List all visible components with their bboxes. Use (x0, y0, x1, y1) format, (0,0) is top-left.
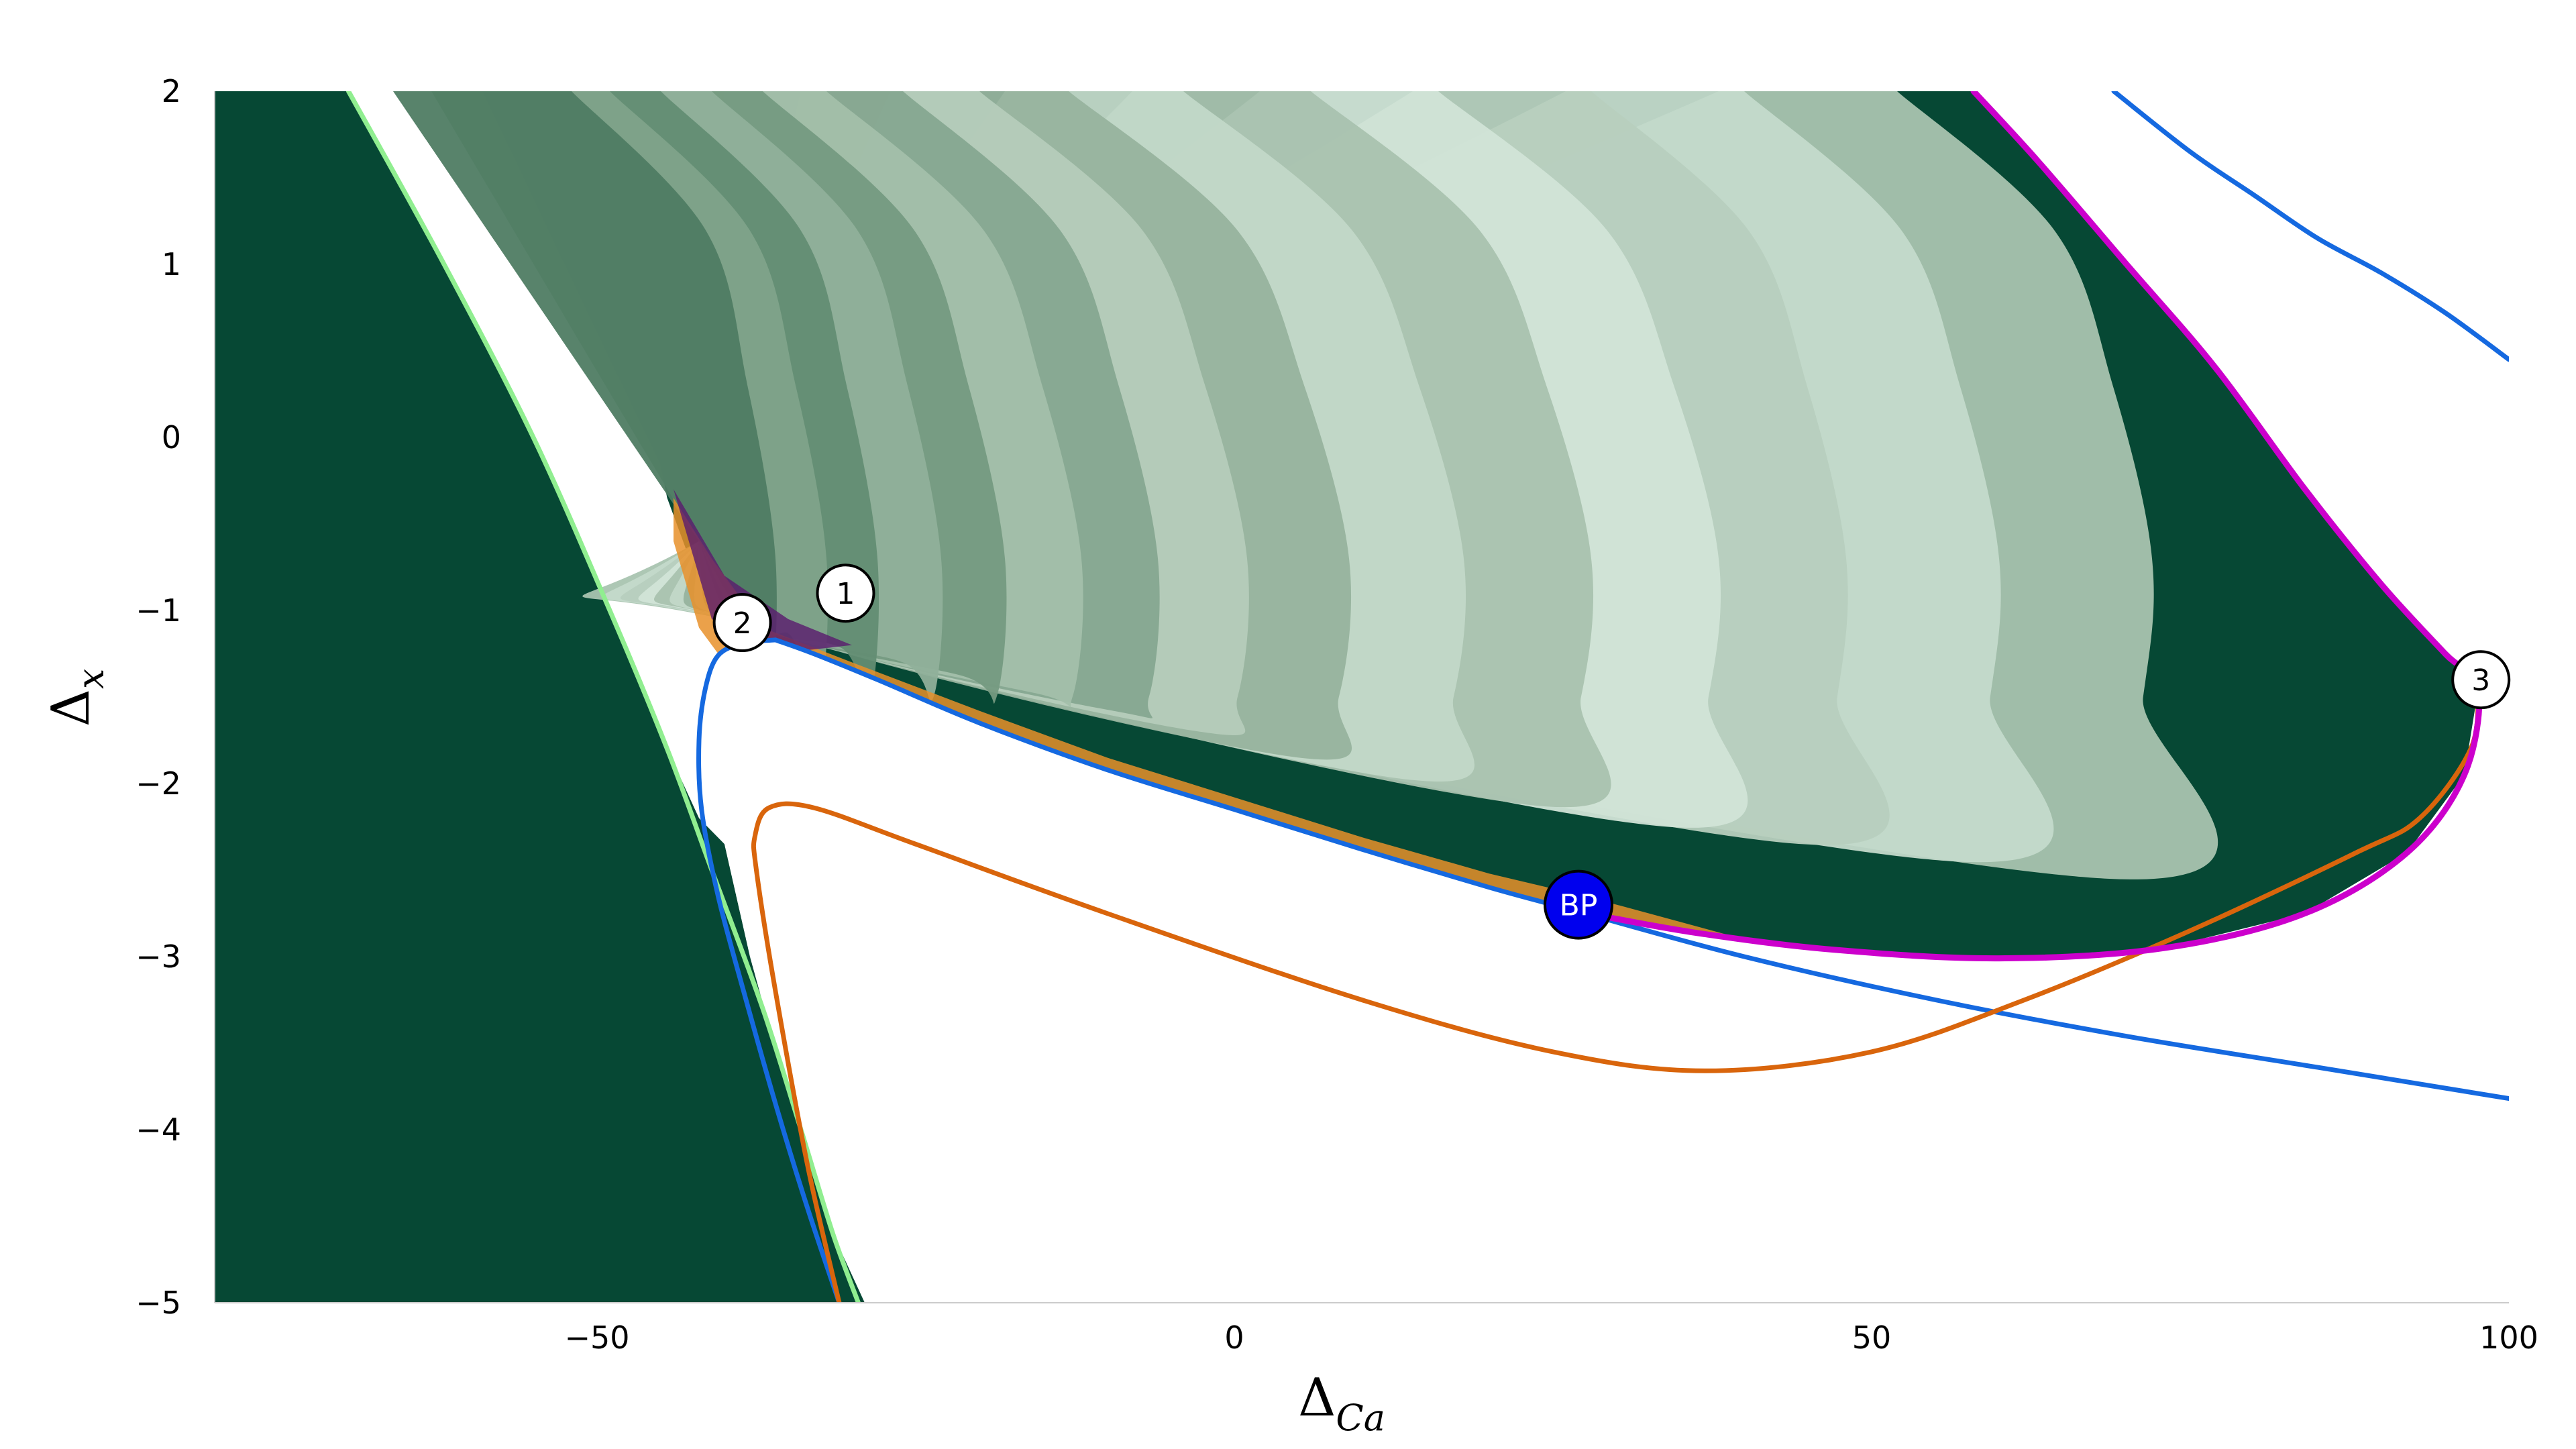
marker-2: 2 (712, 593, 772, 653)
x-tick-label: 0 (1224, 1320, 1244, 1356)
x-tick-label: 100 (2479, 1320, 2538, 1356)
y-tick-label: −5 (136, 1285, 181, 1321)
marker-label: 1 (837, 577, 855, 611)
marker-1: 1 (816, 564, 875, 623)
marker-label: BP (1560, 889, 1598, 923)
markers: 1 2 3 BP (712, 564, 2511, 940)
green-band-15 (393, 91, 777, 698)
y-tick-label: 0 (162, 419, 181, 455)
marker-label: 2 (733, 606, 752, 641)
plot-area (215, 91, 2509, 1303)
y-tick-label: −1 (136, 592, 181, 629)
marker-label: 3 (2471, 663, 2490, 698)
x-tick-label: 50 (1852, 1320, 1892, 1356)
marker-circle (2451, 650, 2511, 710)
x-tick-label: −50 (564, 1320, 629, 1356)
series-line-3 (696, 637, 842, 1303)
series-layer (346, 91, 2509, 1303)
axes: −50 0 50 100 2 1 0 −1 −2 −3 −4 −5 ΔCa Δx (41, 73, 2538, 1439)
y-tick-label: 2 (162, 73, 181, 109)
series-line-6 (1575, 91, 2483, 962)
marker-bp: BP (1544, 869, 1613, 940)
y-tick-label: 1 (162, 246, 181, 282)
y-tick-label: −2 (136, 765, 181, 802)
series-line-2 (773, 637, 2509, 1102)
series-line-4 (2111, 91, 2509, 362)
y-axis-label: Δx (41, 669, 112, 727)
white-region (699, 639, 2509, 1303)
series-line-5 (751, 686, 2481, 1303)
marker-circle (816, 564, 875, 623)
marker-circle (1544, 869, 1613, 940)
x-axis-label: ΔCa (1298, 1368, 1385, 1439)
marker-3: 3 (2451, 650, 2511, 710)
dark-region-left (215, 91, 871, 1303)
y-tick-label: −3 (136, 938, 181, 975)
marker-circle (712, 593, 772, 653)
y-tick-label: −4 (136, 1112, 181, 1148)
